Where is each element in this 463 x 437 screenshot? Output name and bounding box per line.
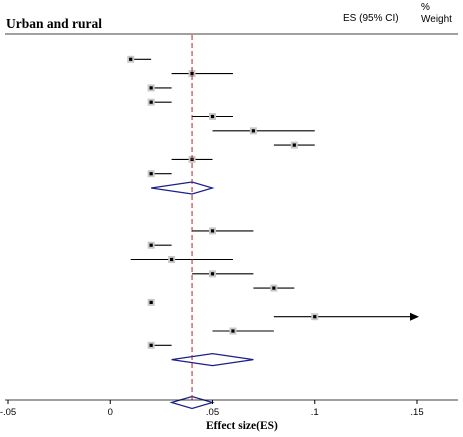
point-estimate — [149, 172, 153, 176]
point-estimate — [149, 243, 153, 247]
weight-column-header-line2: Weight — [421, 14, 452, 25]
point-estimate — [231, 329, 235, 333]
point-estimate — [149, 86, 153, 90]
x-tick-label: 0 — [108, 407, 113, 418]
forest-rows — [127, 55, 419, 410]
x-axis: -.05 0 .05 .1 .15 — [0, 400, 424, 418]
subtotal-diamond — [151, 181, 215, 195]
es-column-header: ES (95% CI) — [343, 13, 399, 24]
chart-title: Urban and rural — [6, 16, 102, 31]
point-estimate — [170, 257, 174, 262]
x-tick-label: -.05 — [0, 407, 16, 418]
x-tick-label: .15 — [410, 407, 423, 418]
point-estimate — [210, 114, 215, 119]
point-estimate — [149, 300, 153, 304]
point-estimate — [210, 229, 215, 233]
ci-arrow-icon — [410, 312, 419, 321]
point-estimate — [292, 143, 296, 147]
x-axis-title: Effect size(ES) — [206, 420, 278, 432]
point-estimate — [190, 72, 194, 76]
point-estimate — [129, 57, 133, 61]
point-estimate — [272, 286, 276, 290]
point-estimate — [210, 272, 215, 276]
x-tick-label: .05 — [206, 407, 219, 418]
weight-column-header-line1: % — [421, 2, 430, 13]
point-estimate — [149, 100, 153, 104]
point-estimate — [251, 129, 255, 133]
x-tick-label: .1 — [311, 407, 319, 418]
point-estimate — [313, 315, 317, 319]
point-estimate — [149, 343, 153, 347]
subtotal-diamond — [171, 352, 254, 367]
